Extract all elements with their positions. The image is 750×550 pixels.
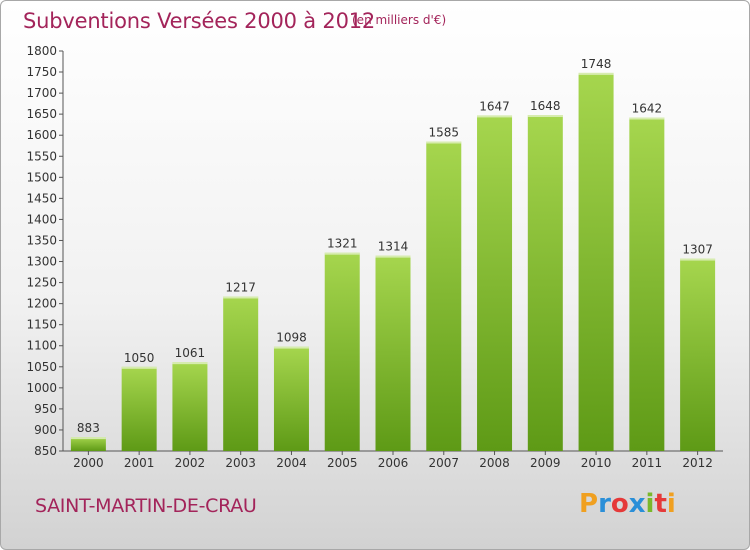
y-tick-label: 1150 — [26, 318, 57, 332]
x-tick-label: 2003 — [225, 456, 256, 470]
y-tick-label: 850 — [34, 444, 57, 458]
data-label: 883 — [77, 421, 100, 435]
bar-highlight — [70, 437, 106, 440]
bar-highlight — [375, 255, 411, 258]
y-tick-label: 1700 — [26, 86, 57, 100]
labels: 883 2000 1050 2001 1061 2002 1217 2003 1098 2004 1… — [73, 57, 713, 470]
y-tick-label: 1750 — [26, 65, 57, 79]
data-label: 1307 — [682, 243, 713, 257]
bar — [426, 141, 462, 452]
bar — [375, 255, 411, 451]
x-tick-label: 2006 — [378, 456, 409, 470]
bar-highlight — [680, 258, 716, 261]
bar-highlight — [121, 366, 157, 369]
y-tick-label: 1200 — [26, 297, 57, 311]
data-label: 1321 — [327, 237, 358, 251]
proxiti-logo: Proxiti — [579, 489, 676, 519]
bar — [273, 346, 309, 451]
y-tick-label: 900 — [34, 423, 57, 437]
data-label: 1647 — [479, 99, 510, 113]
x-tick-label: 2012 — [682, 456, 713, 470]
y-tick-label: 1800 — [26, 44, 57, 58]
data-label: 1098 — [276, 331, 307, 345]
y-tick-label: 1650 — [26, 107, 57, 121]
bar — [578, 72, 614, 451]
x-tick-label: 2005 — [327, 456, 358, 470]
bar — [477, 115, 513, 451]
x-tick-label: 2000 — [73, 456, 104, 470]
data-label: 1748 — [581, 57, 612, 71]
data-label: 1585 — [428, 126, 459, 140]
y-tick-label: 1500 — [26, 170, 57, 184]
bar — [324, 252, 360, 451]
data-label: 1314 — [378, 240, 409, 254]
bar — [70, 437, 106, 451]
data-label: 1061 — [175, 346, 206, 360]
bar-highlight — [273, 346, 309, 349]
chart-title: Subventions Versées 2000 à 2012 — [23, 9, 376, 33]
y-tick-label: 1100 — [26, 339, 57, 353]
x-tick-label: 2009 — [530, 456, 561, 470]
y-tick-label: 950 — [34, 402, 57, 416]
y-tick-label: 1050 — [26, 360, 57, 374]
bar — [121, 366, 157, 451]
y-tick-label: 1400 — [26, 212, 57, 226]
bar-highlight — [527, 115, 563, 117]
place-name: SAINT-MARTIN-DE-CRAU — [35, 495, 257, 517]
bar-highlight — [324, 252, 360, 255]
bar — [527, 115, 563, 451]
x-tick-label: 2008 — [479, 456, 510, 470]
y-tick-label: 1600 — [26, 128, 57, 142]
chart-subtitle: (en milliers d'€) — [352, 13, 447, 27]
y-tick-label: 1550 — [26, 149, 57, 163]
axes: 850 900 950 1000 1050 1100 1150 1200 1250 1300 135… — [26, 44, 723, 458]
x-tick-label: 2002 — [175, 456, 206, 470]
x-tick-label: 2007 — [428, 456, 459, 470]
bar-highlight — [477, 115, 513, 118]
data-label: 1642 — [632, 102, 663, 116]
bar — [223, 296, 259, 451]
data-label: 1050 — [124, 351, 155, 365]
y-tick-label: 1350 — [26, 233, 57, 247]
x-tick-label: 2010 — [581, 456, 612, 470]
y-tick-label: 1450 — [26, 191, 57, 205]
data-label: 1648 — [530, 99, 561, 113]
bar-highlight — [223, 296, 259, 299]
bar-highlight — [172, 362, 208, 365]
bar — [680, 258, 716, 451]
bar-highlight — [629, 117, 665, 120]
x-tick-label: 2004 — [276, 456, 307, 470]
y-tick-label: 1300 — [26, 255, 57, 269]
bar — [172, 362, 208, 451]
bar-highlight — [578, 72, 614, 75]
y-tick-label: 1000 — [26, 381, 57, 395]
x-tick-label: 2011 — [632, 456, 663, 470]
bar — [629, 117, 665, 452]
y-tick-label: 1250 — [26, 276, 57, 290]
data-label: 1217 — [225, 280, 256, 294]
bars — [70, 72, 716, 452]
bar-highlight — [426, 141, 462, 144]
x-tick-label: 2001 — [124, 456, 155, 470]
